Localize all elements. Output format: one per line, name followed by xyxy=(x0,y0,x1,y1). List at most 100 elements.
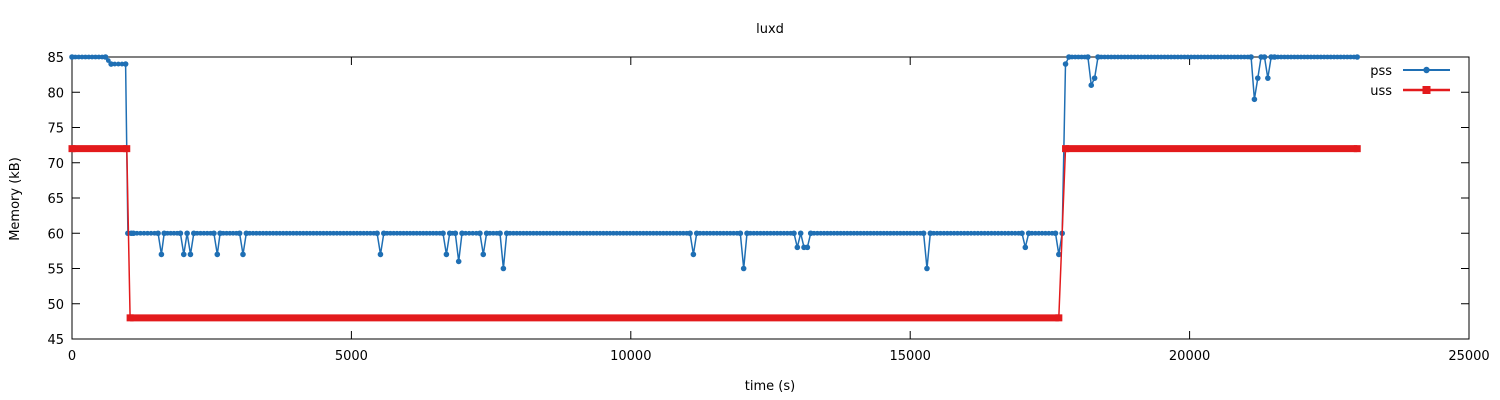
pss-marker xyxy=(564,230,570,236)
pss-marker xyxy=(367,230,373,236)
pss-marker xyxy=(677,230,683,236)
pss-marker xyxy=(1232,54,1237,60)
pss-marker xyxy=(1218,54,1224,60)
pss-marker xyxy=(768,230,773,236)
pss-point xyxy=(1085,54,1091,60)
pss-marker xyxy=(934,230,940,236)
pss-marker xyxy=(514,230,520,236)
pss-marker xyxy=(284,230,289,236)
pss-marker xyxy=(1222,54,1227,60)
pss-marker xyxy=(911,230,917,236)
pss-point xyxy=(455,258,462,265)
pss-point xyxy=(1271,54,1278,60)
x-tick-label: 25000 xyxy=(1448,349,1489,364)
pss-point xyxy=(924,265,930,272)
pss-marker xyxy=(361,230,367,236)
pss-marker xyxy=(584,230,590,236)
pss-marker xyxy=(1039,230,1045,236)
pss-point xyxy=(177,230,184,237)
pss-marker xyxy=(424,230,429,236)
pss-marker xyxy=(297,230,303,236)
pss-marker xyxy=(470,230,476,236)
pss-marker xyxy=(1005,230,1011,236)
pss-marker xyxy=(204,230,210,236)
pss-point xyxy=(211,230,217,237)
pss-marker xyxy=(1012,230,1018,236)
pss-marker xyxy=(544,230,550,236)
y-axis-label: Memory (kB) xyxy=(8,157,23,241)
series-layer xyxy=(68,54,1361,322)
series-uss xyxy=(68,145,1361,322)
pss-marker xyxy=(138,230,143,236)
pss-marker xyxy=(982,230,988,236)
pss-marker xyxy=(604,230,610,236)
pss-marker xyxy=(83,54,88,60)
pss-marker xyxy=(1295,54,1301,60)
pss-marker xyxy=(644,230,650,236)
pss-marker xyxy=(864,230,870,236)
pss-marker xyxy=(1145,54,1151,60)
pss-point xyxy=(381,230,387,237)
pss-marker xyxy=(1341,54,1347,60)
pss-point xyxy=(1066,54,1072,60)
y-tick-label: 50 xyxy=(47,298,64,313)
pss-marker xyxy=(1032,230,1038,236)
y-tick-label: 55 xyxy=(47,263,64,278)
pss-marker xyxy=(624,230,630,236)
pss-marker xyxy=(640,230,646,236)
legend-label-uss: uss xyxy=(1370,84,1392,99)
pss-marker xyxy=(524,230,530,236)
pss-marker xyxy=(567,230,573,236)
pss-marker xyxy=(824,230,830,236)
pss-marker xyxy=(1112,54,1117,60)
pss-point xyxy=(217,230,223,237)
pss-point xyxy=(1052,230,1059,237)
pss-marker xyxy=(427,230,433,236)
pss-point xyxy=(483,230,490,237)
x-tick-label: 10000 xyxy=(610,349,651,364)
pss-marker xyxy=(1308,54,1314,60)
pss-marker xyxy=(968,230,974,236)
pss-marker xyxy=(337,230,343,236)
uss-point xyxy=(123,145,131,153)
pss-marker xyxy=(250,230,256,236)
pss-marker xyxy=(267,230,273,236)
pss-marker xyxy=(961,230,967,236)
pss-marker xyxy=(1108,54,1114,60)
pss-marker xyxy=(274,230,279,236)
x-tick-label: 15000 xyxy=(890,349,931,364)
pss-marker xyxy=(417,230,423,236)
pss-point xyxy=(740,265,747,272)
pss-marker xyxy=(821,230,827,236)
pss-marker xyxy=(610,230,616,236)
pss-marker xyxy=(1125,54,1131,60)
legend-marker-pss xyxy=(1423,66,1430,74)
pss-point xyxy=(477,230,483,237)
pss-marker xyxy=(634,230,640,236)
pss-marker xyxy=(1311,54,1317,60)
pss-marker xyxy=(907,230,913,236)
pss-marker xyxy=(891,230,897,236)
pss-marker xyxy=(327,230,333,236)
uss-point xyxy=(1062,145,1070,153)
uss-point xyxy=(1055,314,1063,322)
pss-marker xyxy=(1175,54,1181,60)
y-tick-label: 45 xyxy=(47,333,64,348)
pss-point xyxy=(497,230,503,237)
pss-marker xyxy=(145,230,150,236)
x-tick-label: 0 xyxy=(68,349,76,364)
pss-point xyxy=(744,230,750,237)
pss-marker xyxy=(590,230,596,236)
pss-marker xyxy=(955,230,960,236)
pss-marker xyxy=(394,230,400,236)
pss-marker xyxy=(511,230,516,236)
pss-point xyxy=(69,54,75,60)
pss-point xyxy=(804,244,811,251)
pss-marker xyxy=(838,230,844,236)
pss-marker xyxy=(637,230,643,236)
pss-marker xyxy=(674,230,680,236)
pss-point xyxy=(377,251,384,258)
pss-point xyxy=(1062,61,1069,67)
pss-marker xyxy=(597,230,603,236)
pss-marker xyxy=(254,230,259,236)
